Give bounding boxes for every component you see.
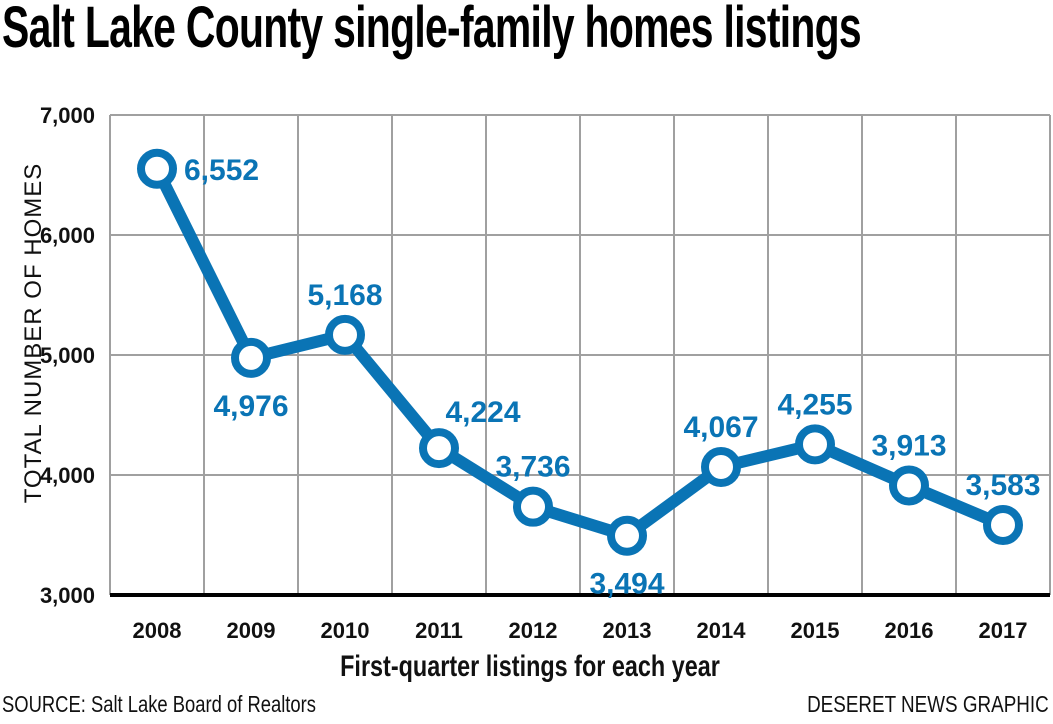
data-labels: 6,552 4,976 5,168 4,224 3,736 3,494 4,067 4,255… — [184, 154, 1041, 601]
data-series — [137, 148, 1023, 556]
data-point-marker — [983, 505, 1023, 546]
x-axis-ticks: 2008 2009 2010 2011 2012 2013 2014 2015 2016 2017 — [133, 618, 1028, 643]
data-point-marker — [513, 486, 553, 527]
data-value-label: 4,067 — [683, 411, 758, 444]
y-tick-label: 4,000 — [40, 463, 95, 488]
x-axis-label: First-quarter listings for each year — [340, 650, 720, 683]
x-tick-label: 2008 — [133, 618, 182, 643]
data-point-marker — [419, 428, 459, 469]
data-point-marker — [701, 446, 741, 487]
data-value-label: 3,583 — [965, 469, 1040, 502]
x-tick-label: 2012 — [509, 618, 558, 643]
gridlines — [109, 114, 1051, 597]
data-value-label: 3,913 — [871, 429, 946, 462]
x-tick-label: 2010 — [321, 618, 370, 643]
data-value-label: 3,736 — [495, 451, 570, 484]
data-value-label: 4,224 — [445, 396, 520, 429]
x-tick-label: 2014 — [697, 618, 747, 643]
y-tick-label: 3,000 — [40, 583, 95, 608]
chart-title: Salt Lake County single-family homes lis… — [2, 0, 862, 60]
data-point-marker — [325, 314, 365, 355]
x-tick-label: 2013 — [603, 618, 652, 643]
source-note: SOURCE: Salt Lake Board of Realtors — [2, 691, 316, 717]
data-point-marker — [231, 337, 271, 378]
data-point-marker — [795, 424, 835, 465]
data-point-marker — [137, 148, 177, 189]
x-tick-label: 2009 — [227, 618, 276, 643]
x-tick-label: 2016 — [885, 618, 934, 643]
data-point-marker — [607, 515, 647, 556]
series-line — [151, 166, 1006, 542]
y-axis-ticks: 3,000 4,000 5,000 6,000 7,000 — [40, 103, 95, 608]
data-value-label: 6,552 — [184, 154, 259, 187]
y-tick-label: 5,000 — [40, 343, 95, 368]
x-tick-label: 2015 — [791, 618, 840, 643]
data-value-label: 5,168 — [307, 279, 382, 312]
data-value-label: 4,255 — [777, 388, 852, 421]
x-tick-label: 2011 — [415, 618, 463, 643]
data-value-label: 3,494 — [589, 568, 664, 601]
y-tick-label: 7,000 — [40, 103, 95, 128]
data-point-marker — [889, 465, 929, 506]
x-tick-label: 2017 — [979, 618, 1028, 643]
data-value-label: 4,976 — [213, 390, 288, 423]
graphic-credit: DESERET NEWS GRAPHIC — [807, 691, 1049, 717]
y-tick-label: 6,000 — [40, 223, 95, 248]
